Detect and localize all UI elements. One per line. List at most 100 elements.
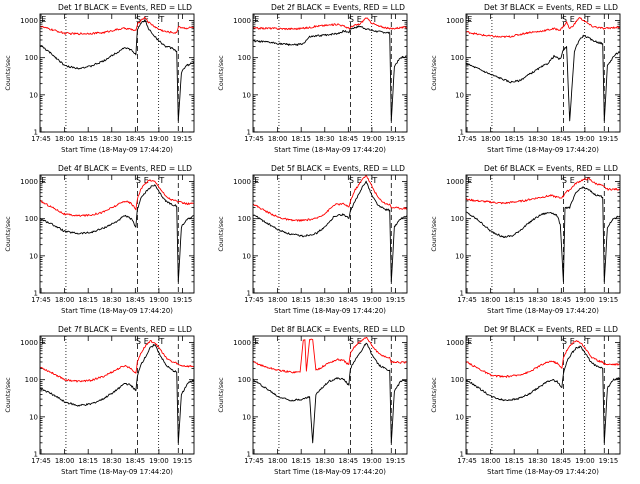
events-series-line <box>39 184 195 283</box>
x-tick-label: 18:30 <box>315 457 335 465</box>
y-tick-label: 1 <box>247 451 251 459</box>
marker-label: E <box>570 176 575 185</box>
x-tick-label: 19:00 <box>149 135 169 143</box>
y-tick-label: 1000 <box>446 339 464 347</box>
lld-series-line <box>252 337 408 374</box>
x-axis-label: Start Time (18-May-09 17:44:20) <box>274 146 386 154</box>
x-tick-label: 18:15 <box>504 296 524 304</box>
x-tick-label: 19:15 <box>173 296 193 304</box>
y-axis-label: Counts/sec <box>217 55 225 91</box>
x-tick-label: 18:00 <box>481 296 501 304</box>
x-axis-label: Start Time (18-May-09 17:44:20) <box>61 146 173 154</box>
x-tick-label: 19:15 <box>386 457 406 465</box>
x-tick-label: 19:00 <box>575 457 595 465</box>
chart-panel: Det 8f BLACK = Events, RED = LLD Counts/s… <box>217 325 408 476</box>
events-series-line <box>465 34 621 122</box>
y-tick-label: 1000 <box>233 178 251 186</box>
events-series-line <box>465 345 621 444</box>
x-tick-label: 17:45 <box>457 457 477 465</box>
marker-label: E <box>41 176 46 185</box>
y-tick-label: 100 <box>451 376 464 384</box>
marker-label: E <box>41 337 46 346</box>
lld-series-line <box>465 340 621 378</box>
x-axis-label: Start Time (18-May-09 17:44:20) <box>487 146 599 154</box>
x-tick-label: 19:00 <box>149 457 169 465</box>
marker-label: T <box>158 15 164 24</box>
x-tick-label: 18:45 <box>552 135 572 143</box>
y-tick-label: 100 <box>25 376 38 384</box>
y-tick-label: 1 <box>34 129 38 137</box>
marker-label: E <box>467 176 472 185</box>
x-tick-label: 18:30 <box>528 135 548 143</box>
chart-panel: Det 4f BLACK = Events, RED = LLD Counts/s… <box>4 164 195 315</box>
x-tick-label: 19:15 <box>599 457 619 465</box>
x-tick-label: 17:45 <box>31 296 51 304</box>
x-tick-label: 17:45 <box>31 135 51 143</box>
chart-panel: Det 3f BLACK = Events, RED = LLD Counts/s… <box>430 3 621 154</box>
x-tick-label: 18:30 <box>102 296 122 304</box>
x-tick-label: 17:45 <box>457 296 477 304</box>
x-tick-label: 18:00 <box>268 135 288 143</box>
plot-frame <box>252 174 408 294</box>
y-tick-label: 100 <box>451 54 464 62</box>
x-tick-label: 19:00 <box>362 296 382 304</box>
marker-label: T <box>584 337 590 346</box>
panel-title: Det 3f BLACK = Events, RED = LLD <box>484 3 618 12</box>
y-tick-label: 1000 <box>446 17 464 25</box>
lld-series-line <box>465 16 621 38</box>
marker-label: E <box>144 337 149 346</box>
y-tick-label: 100 <box>25 54 38 62</box>
marker-label: S <box>136 337 141 346</box>
x-tick-label: 18:00 <box>268 457 288 465</box>
x-tick-label: 19:00 <box>575 135 595 143</box>
x-tick-label: 19:15 <box>386 135 406 143</box>
x-tick-label: 18:00 <box>55 135 75 143</box>
x-tick-label: 18:45 <box>126 457 146 465</box>
x-tick-label: 18:30 <box>315 296 335 304</box>
plot-frame <box>39 13 195 133</box>
x-tick-label: 18:15 <box>78 296 98 304</box>
x-tick-label: 17:45 <box>31 457 51 465</box>
x-tick-label: 18:15 <box>504 457 524 465</box>
chart-panel: Det 7f BLACK = Events, RED = LLD Counts/s… <box>4 325 195 476</box>
x-tick-label: 18:00 <box>55 296 75 304</box>
y-tick-label: 1000 <box>233 17 251 25</box>
marker-label: S <box>136 15 141 24</box>
x-axis-label: Start Time (18-May-09 17:44:20) <box>487 468 599 476</box>
y-tick-label: 1000 <box>20 178 38 186</box>
x-tick-label: 17:45 <box>457 135 477 143</box>
x-axis-label: Start Time (18-May-09 17:44:20) <box>487 307 599 315</box>
x-tick-label: 17:45 <box>244 135 264 143</box>
panel-title: Det 5f BLACK = Events, RED = LLD <box>271 164 405 173</box>
y-tick-label: 1000 <box>20 339 38 347</box>
events-series-line <box>39 19 195 122</box>
marker-label: E <box>357 337 362 346</box>
x-tick-label: 19:00 <box>149 296 169 304</box>
x-tick-label: 18:15 <box>78 135 98 143</box>
panel-title: Det 4f BLACK = Events, RED = LLD <box>58 164 192 173</box>
y-axis-label: Counts/sec <box>4 216 12 252</box>
lld-series-line <box>39 16 195 36</box>
lld-series-line <box>252 17 408 31</box>
y-axis-label: Counts/sec <box>4 377 12 413</box>
x-tick-label: 18:15 <box>504 135 524 143</box>
marker-label: E <box>467 337 472 346</box>
x-tick-label: 18:00 <box>481 135 501 143</box>
marker-label: E <box>570 15 575 24</box>
y-tick-label: 10 <box>242 252 251 260</box>
marker-label: E <box>254 337 259 346</box>
marker-label: E <box>357 176 362 185</box>
lld-series-line <box>39 339 195 383</box>
lld-series-line <box>252 174 408 222</box>
y-axis-label: Counts/sec <box>217 216 225 252</box>
y-tick-label: 1 <box>34 290 38 298</box>
lld-series-line <box>39 179 195 217</box>
y-tick-label: 100 <box>238 376 251 384</box>
y-tick-label: 1000 <box>20 17 38 25</box>
x-tick-label: 19:00 <box>362 135 382 143</box>
y-tick-label: 10 <box>455 413 464 421</box>
x-tick-label: 18:45 <box>126 135 146 143</box>
y-tick-label: 10 <box>29 252 38 260</box>
